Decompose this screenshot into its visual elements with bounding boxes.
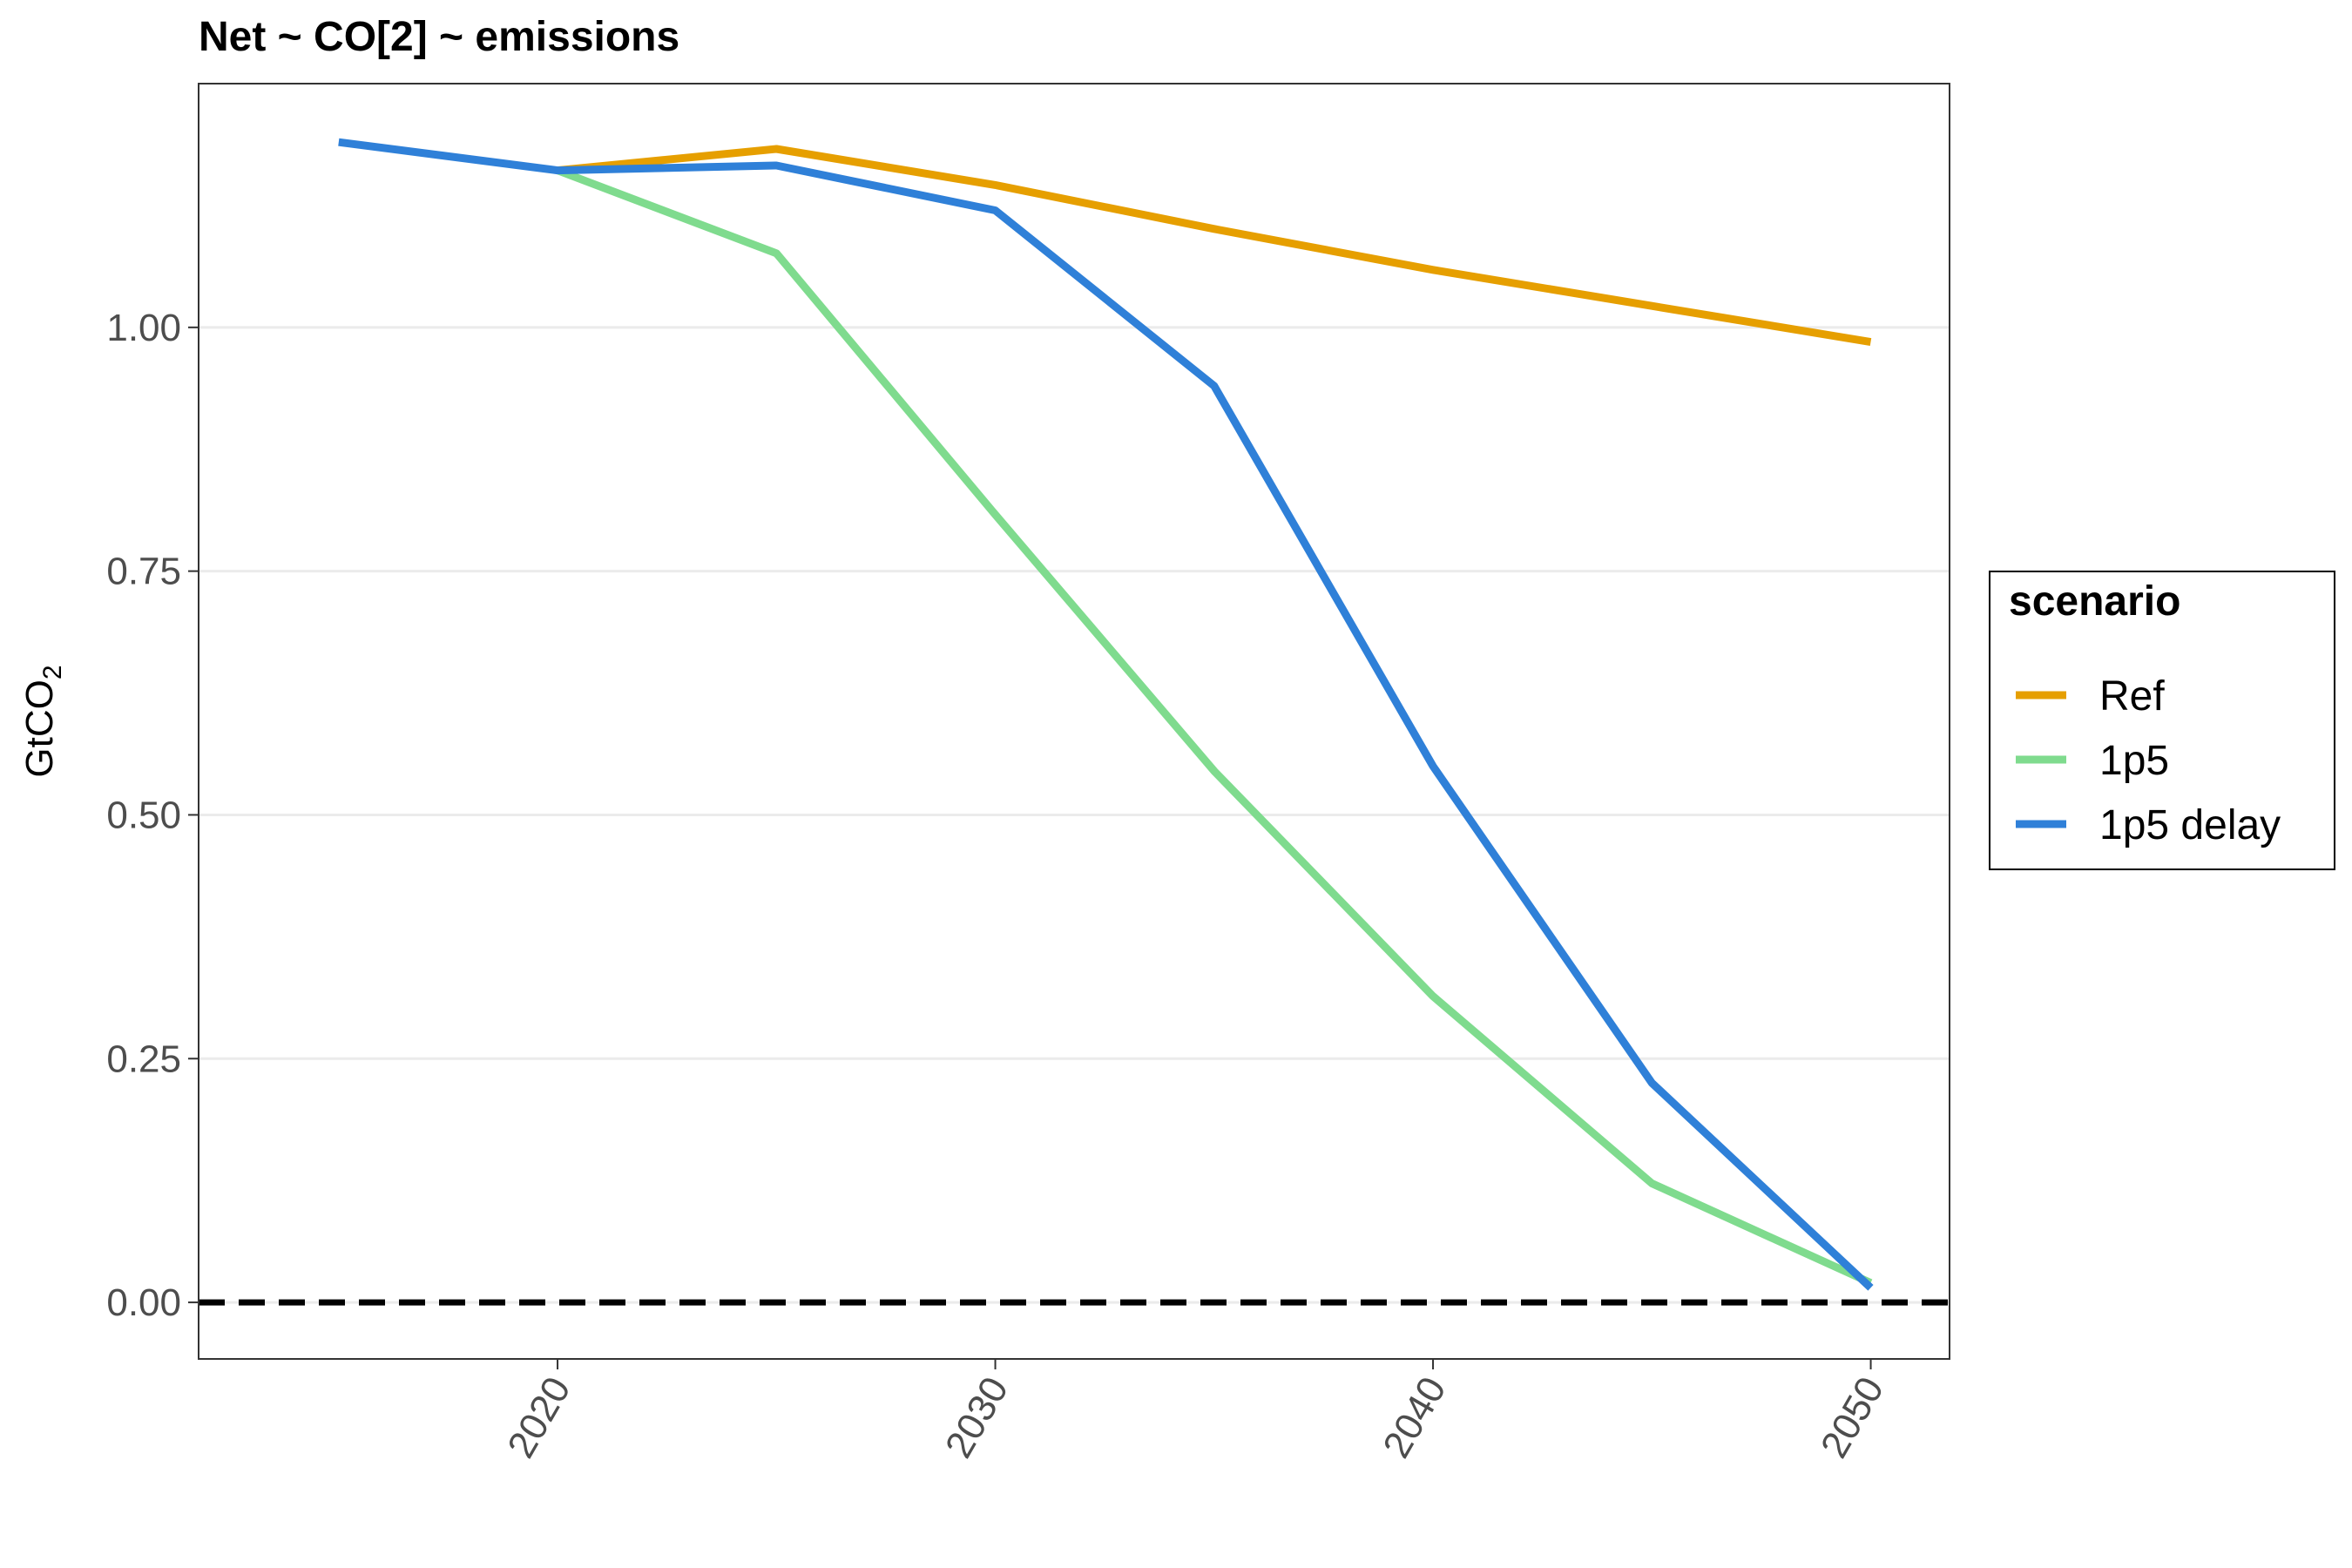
x-axis: 2020 2030 2040 2050 bbox=[499, 1359, 1892, 1465]
x-tick-label: 2020 bbox=[499, 1370, 578, 1465]
legend-items: Ref 1p5 1p5 delay bbox=[2016, 673, 2281, 848]
y-tick-label: 0.00 bbox=[106, 1281, 181, 1324]
series-line-1p5 bbox=[556, 166, 1873, 1287]
x-tick-label: 2050 bbox=[1813, 1370, 1892, 1465]
series-lines bbox=[338, 138, 1874, 1291]
legend-label-ref: Ref bbox=[2099, 673, 2165, 720]
x-tick-label: 2030 bbox=[937, 1370, 1017, 1465]
series-line-1p5-delay bbox=[338, 138, 1874, 1291]
plot-panel-border bbox=[198, 83, 1950, 1360]
gridlines bbox=[199, 326, 1950, 1304]
legend-box bbox=[1989, 571, 2335, 870]
y-tick-label: 0.75 bbox=[106, 551, 181, 593]
y-tick-label: 0.25 bbox=[106, 1037, 181, 1080]
legend-title: scenario bbox=[2009, 578, 2180, 625]
series-line-ref bbox=[557, 145, 1872, 347]
x-tick-label: 2040 bbox=[1375, 1370, 1454, 1465]
y-axis-label: GtCO2 bbox=[18, 665, 67, 777]
legend-label-1p5-delay: 1p5 delay bbox=[2099, 802, 2281, 848]
chart-title: Net ~ CO[2] ~ emissions bbox=[199, 14, 679, 60]
y-tick-label: 1.00 bbox=[106, 307, 181, 349]
legend-label-1p5: 1p5 bbox=[2099, 738, 2169, 784]
y-axis-label-subscript: 2 bbox=[38, 665, 67, 679]
legend: scenario Ref 1p5 1p5 delay bbox=[1989, 571, 2335, 870]
y-axis-label-text: GtCO bbox=[18, 679, 61, 777]
y-axis: 0.00 0.25 0.50 0.75 1.00 bbox=[106, 307, 199, 1324]
y-tick-label: 0.50 bbox=[106, 794, 181, 836]
